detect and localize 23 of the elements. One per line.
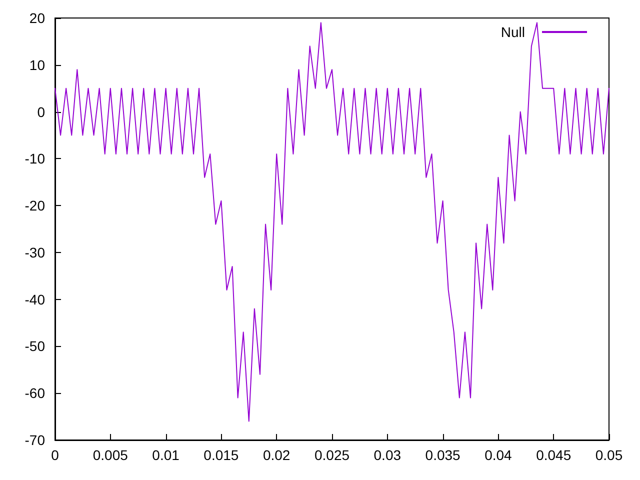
y-tick-label: -20: [24, 198, 46, 214]
x-tick-label: 0.015: [204, 447, 239, 463]
x-tick-label: 0.045: [536, 447, 572, 463]
y-tick-label: -10: [24, 150, 46, 167]
y-tick-label: -50: [24, 338, 46, 354]
y-tick-label: -70: [24, 432, 46, 448]
x-tick-label: 0.02: [262, 447, 290, 463]
line-series: [54, 22, 610, 422]
x-tick-label: 0.025: [314, 447, 350, 463]
y-tick-label: -40: [24, 291, 46, 308]
x-tick-label: 0.01: [152, 447, 180, 463]
x-tick-label: 0.04: [484, 447, 512, 463]
y-tick-label: -30: [24, 244, 46, 260]
y-tick-label: 0: [37, 104, 46, 120]
x-tick-label: 0: [51, 447, 60, 463]
x-tick-label: 0.005: [92, 447, 128, 463]
legend-label: Null: [500, 24, 525, 40]
y-tick-label: -60: [24, 385, 46, 402]
x-tick-label: 0.035: [425, 447, 461, 463]
y-tick-label: 10: [29, 56, 46, 73]
y-tick-label: 20: [29, 10, 46, 26]
x-tick-label: 0.03: [374, 447, 402, 463]
x-tick-label: 0.05: [595, 447, 623, 463]
